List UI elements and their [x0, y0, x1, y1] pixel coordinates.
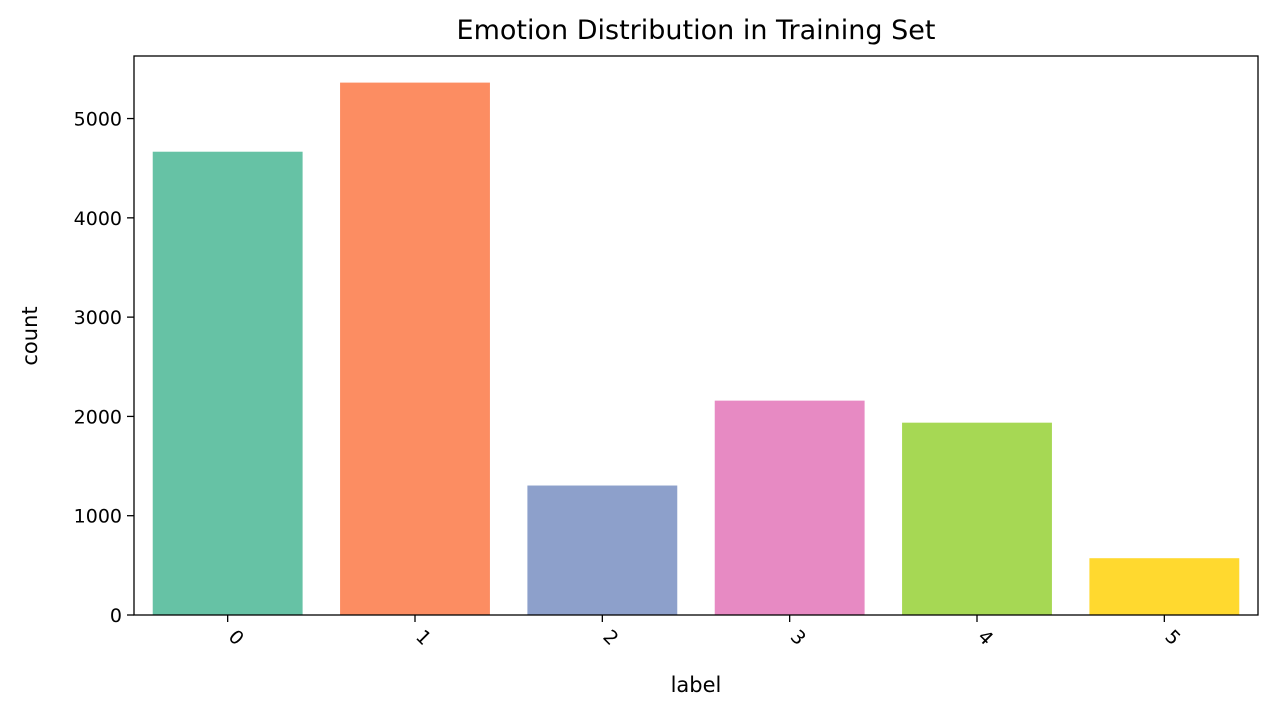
- x-axis-ticks: 0 1 2 3 4 5: [224, 615, 1185, 650]
- bar-2: [527, 485, 678, 615]
- y-tick-label: 2000: [74, 406, 122, 428]
- y-tick-label: 3000: [74, 307, 122, 329]
- y-tick-label: 1000: [74, 506, 122, 528]
- y-axis-label: count: [18, 306, 42, 365]
- bar-3: [714, 400, 865, 615]
- bar-5: [1089, 558, 1240, 615]
- y-tick-label: 0: [110, 605, 122, 627]
- x-tick-label: 1: [411, 626, 435, 650]
- bar-0: [152, 151, 303, 616]
- y-axis-ticks: 0 1000 2000 3000 4000 5000: [74, 109, 134, 627]
- bars-group: [152, 82, 1240, 616]
- x-tick-label: 2: [599, 626, 623, 650]
- x-tick-label: 3: [786, 626, 810, 650]
- y-tick-label: 4000: [74, 208, 122, 230]
- x-axis-label: label: [671, 673, 722, 697]
- x-tick-label: 0: [224, 626, 248, 650]
- bar-4: [902, 422, 1052, 615]
- x-tick-label: 4: [973, 626, 997, 650]
- plot-frame: [133, 55, 1259, 616]
- chart-title: Emotion Distribution in Training Set: [457, 15, 936, 46]
- y-tick-label: 5000: [74, 109, 122, 131]
- bar-1: [340, 82, 490, 615]
- x-tick-label: 5: [1161, 626, 1185, 650]
